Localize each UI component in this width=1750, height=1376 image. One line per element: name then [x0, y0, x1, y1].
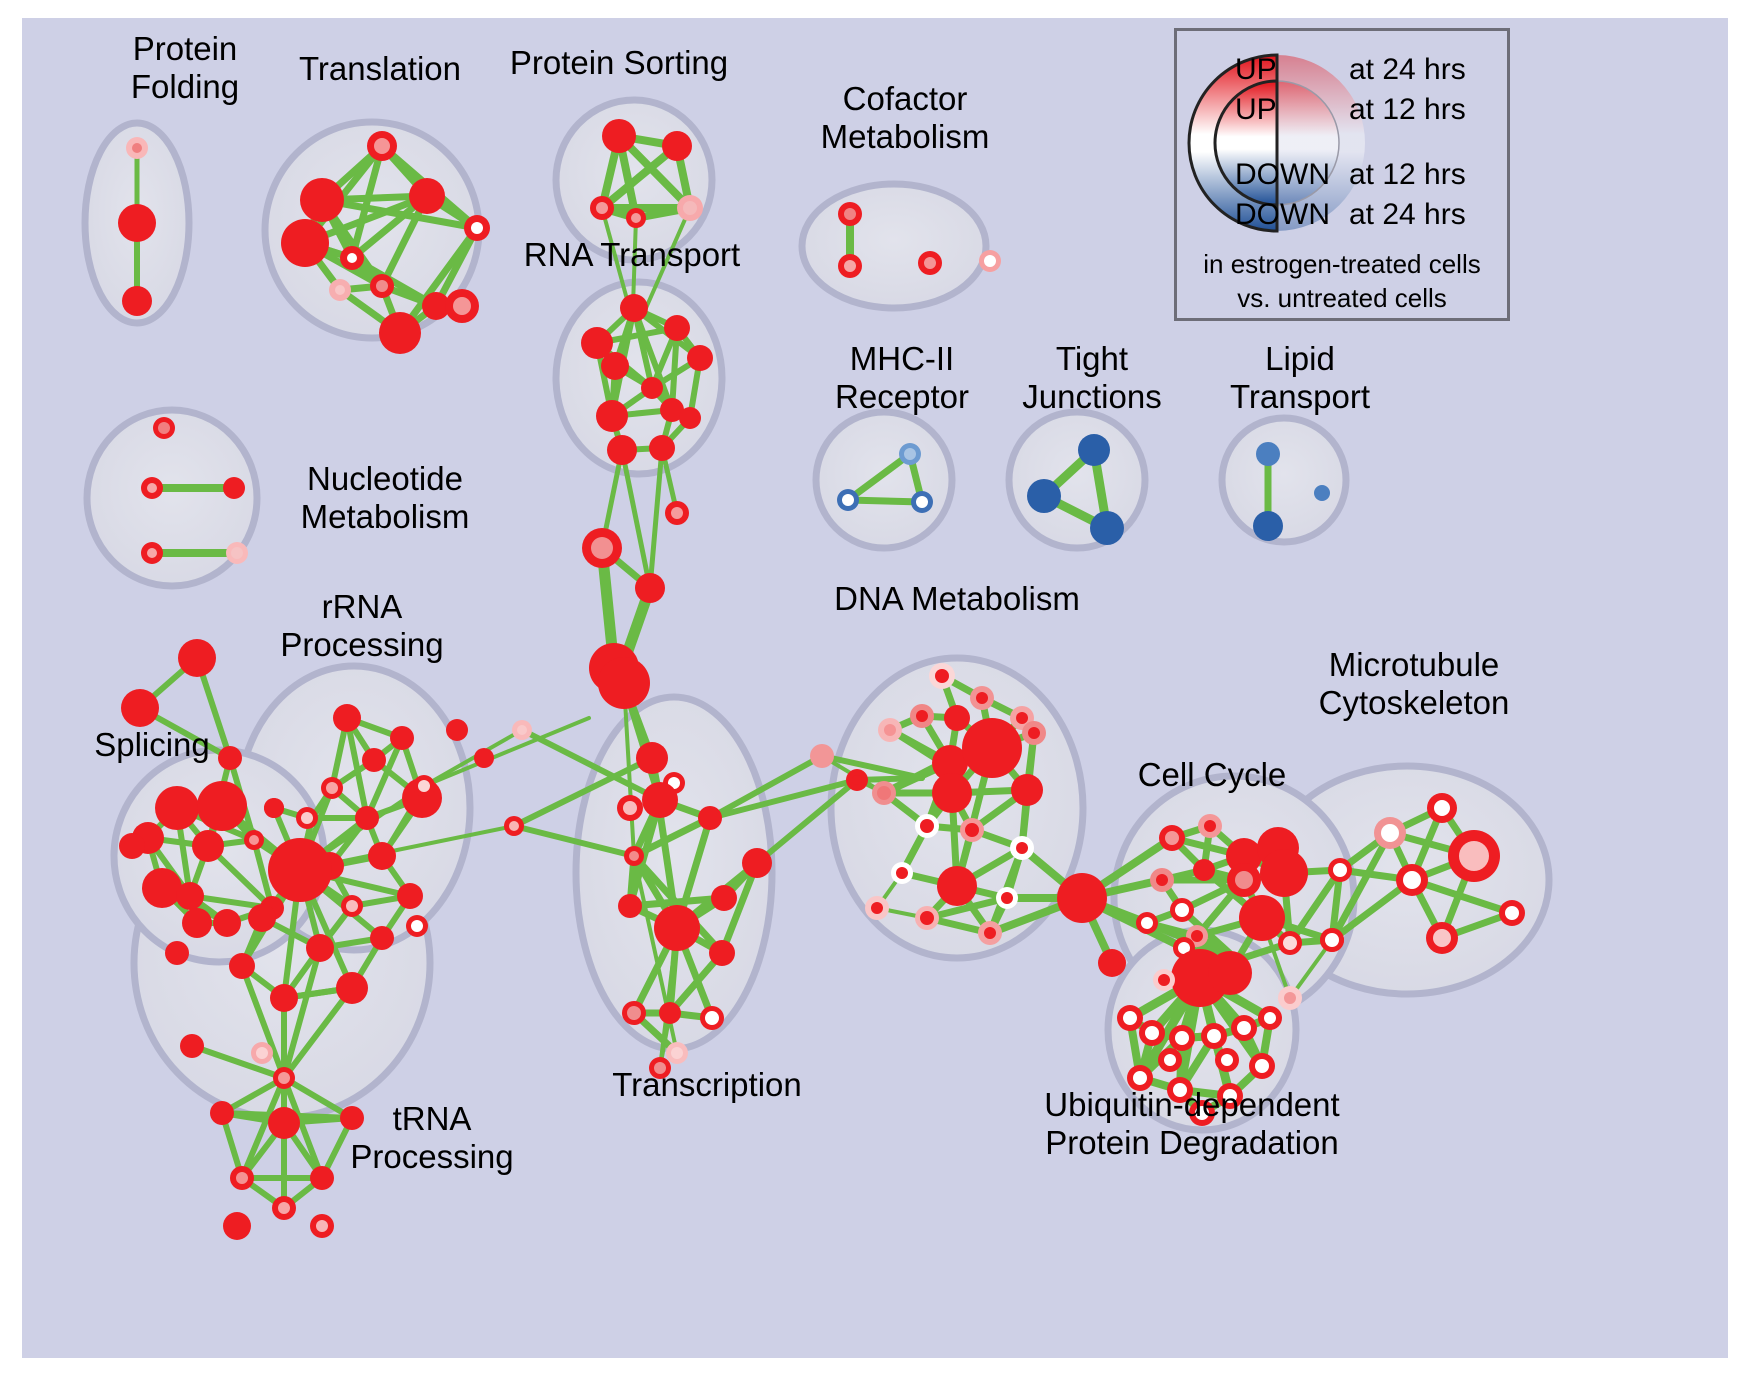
hull-cofactor	[798, 180, 990, 312]
hull-lipid	[1218, 414, 1350, 546]
legend-donut-icon	[1187, 53, 1365, 233]
legend-time-up-12: at 12 hrs	[1349, 93, 1466, 126]
cluster-label-tight-junctions: Tight Junctions	[1022, 340, 1162, 415]
cluster-label-protein-folding: Protein Folding	[130, 30, 240, 105]
network-nodes	[118, 119, 1525, 1240]
cluster-label-ubiquitin-degradation: Ubiquitin-dependent Protein Degradation	[1044, 1086, 1340, 1161]
cluster-label-nucleotide-metabolism: Nucleotide Metabolism	[300, 460, 470, 535]
hull-tight-junctions	[1005, 408, 1149, 552]
legend-state-up-12: UP	[1235, 93, 1277, 126]
legend-box: UP at 24 hrs UP at 12 hrs DOWN at 12 hrs…	[1174, 28, 1510, 321]
cluster-label-cell-cycle: Cell Cycle	[1137, 756, 1287, 793]
network-svg	[81, 96, 1553, 1240]
cluster-label-trna-processing: tRNA Processing	[350, 1100, 514, 1175]
network-plot: Protein Folding Translation Protein Sort…	[22, 18, 1728, 1358]
cluster-label-protein-sorting: Protein Sorting	[509, 44, 729, 81]
cluster-label-mhc-ii-receptor: MHC-II Receptor	[835, 340, 969, 415]
cluster-label-rna-transport: RNA Transport	[523, 236, 741, 273]
legend-caption-line1: in estrogen-treated cells	[1203, 249, 1481, 279]
cluster-label-microtubule-cytoskeleton: Microtubule Cytoskeleton	[1318, 646, 1510, 721]
hull-nucleotide	[83, 406, 261, 590]
legend-caption-line2: vs. untreated cells	[1237, 283, 1447, 313]
cluster-label-cofactor-metabolism: Cofactor Metabolism	[820, 80, 990, 155]
cluster-label-dna-metabolism: DNA Metabolism	[834, 580, 1080, 617]
cluster-label-lipid-transport: Lipid Transport	[1230, 340, 1370, 415]
cluster-label-splicing: Splicing	[94, 726, 210, 763]
legend-state-down-12: DOWN	[1235, 158, 1330, 191]
hull-mhc	[812, 408, 956, 552]
cluster-label-rrna-processing: rRNA Processing	[280, 588, 444, 663]
legend-time-up-24: at 24 hrs	[1349, 53, 1466, 86]
legend-state-up-24: UP	[1235, 53, 1277, 86]
legend-time-down-12: at 12 hrs	[1349, 158, 1466, 191]
legend-state-down-24: DOWN	[1235, 198, 1330, 231]
cluster-label-translation: Translation	[298, 50, 462, 87]
legend-time-down-24: at 24 hrs	[1349, 198, 1466, 231]
cluster-label-transcription: Transcription	[612, 1066, 802, 1103]
